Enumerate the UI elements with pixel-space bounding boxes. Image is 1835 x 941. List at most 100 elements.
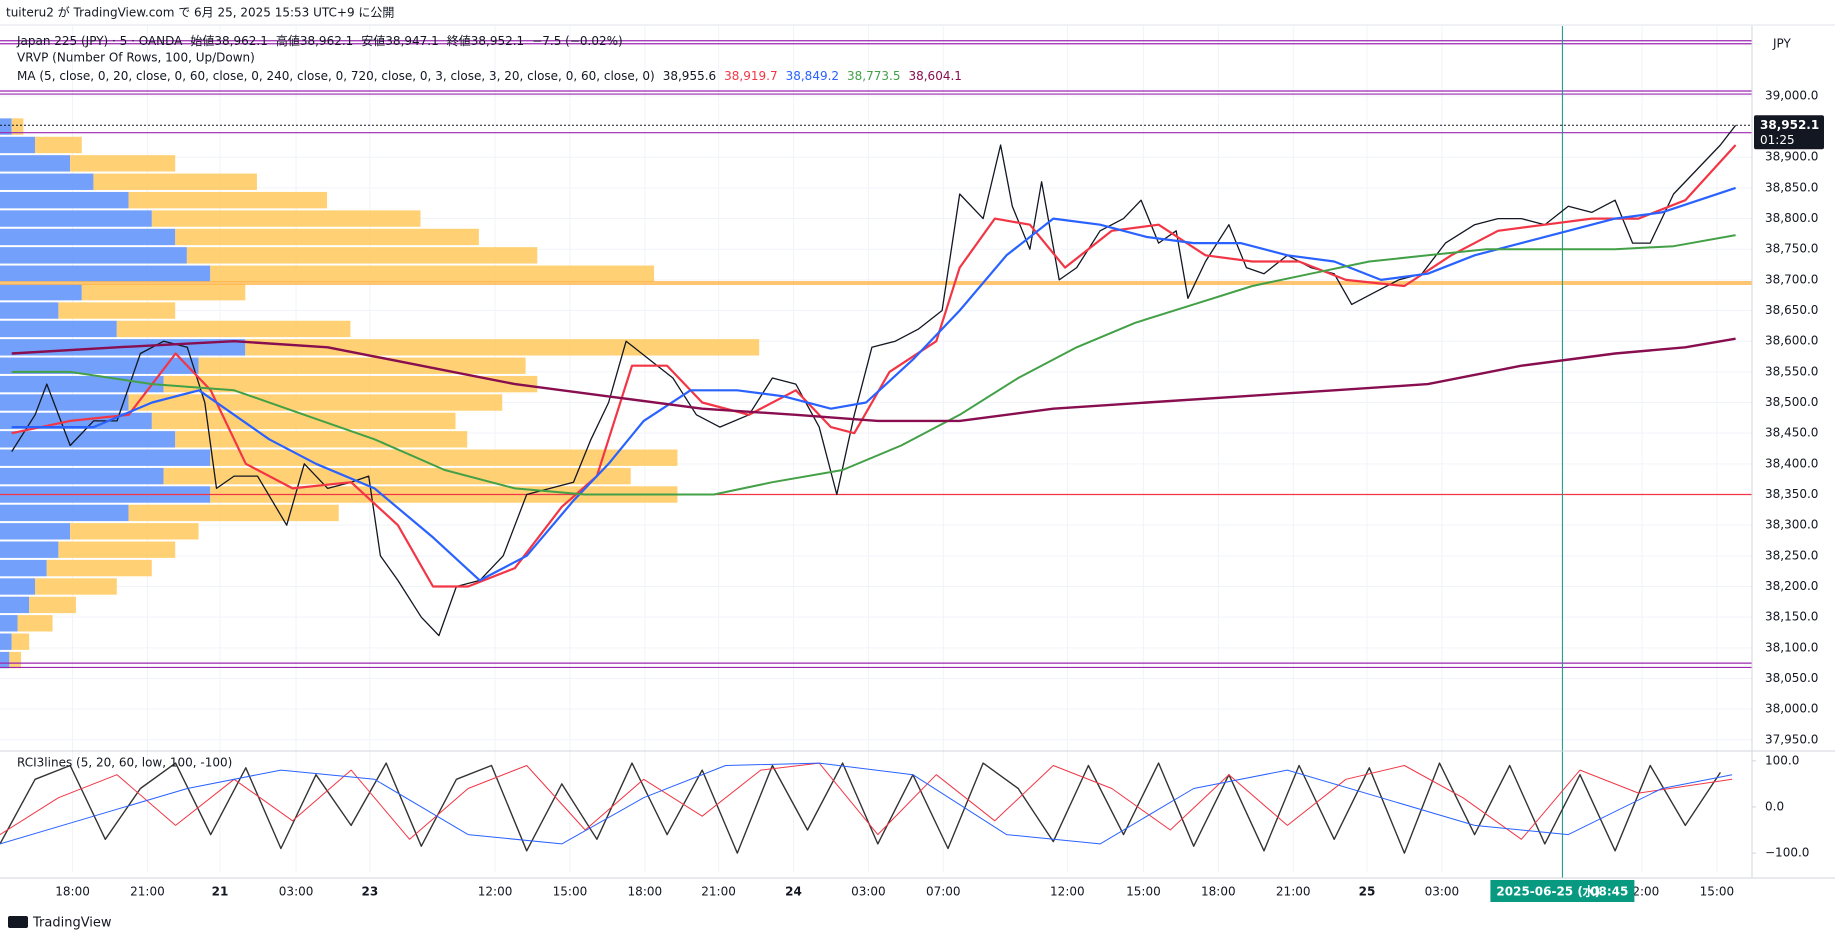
crosshair-label-box xyxy=(1490,880,1635,902)
ohlc-low: 安値38,947.1 xyxy=(361,33,438,48)
ohlc-open: 始値38,962.1 xyxy=(190,33,267,48)
profile-down-bar xyxy=(175,228,479,246)
brand-logo xyxy=(8,916,28,928)
profile-down-bar xyxy=(128,394,503,411)
profile-down-bar xyxy=(163,375,538,393)
profile-down-bar xyxy=(17,615,53,632)
profile-up-bar xyxy=(0,541,59,558)
crosshair-date: 2025-06-25 (水) xyxy=(1496,884,1600,899)
x-tick-label: 12:00 xyxy=(1050,885,1085,899)
symbol: Japan 225 (JPY) · 5 · OANDA xyxy=(16,34,183,48)
profile-up-bar xyxy=(0,375,164,393)
y-tick-label: 39,000.0 xyxy=(1765,88,1818,102)
profile-down-bar xyxy=(163,467,631,485)
profile-up-bar xyxy=(0,357,199,374)
y-tick-label: 38,300.0 xyxy=(1765,518,1818,532)
profile-down-bar xyxy=(186,247,538,264)
x-tick-label: 21:00 xyxy=(1276,885,1311,899)
profile-down-bar xyxy=(93,173,257,190)
series-line xyxy=(11,186,1736,582)
symbol-line: Japan 225 (JPY) · 5 · OANDA 始値38,962.1 高値3… xyxy=(16,33,623,48)
footer: TradingView xyxy=(8,916,112,931)
profile-down-bar xyxy=(175,431,468,448)
profile-down-bar xyxy=(70,155,176,172)
profile-up-bar xyxy=(0,615,18,632)
plot-layer xyxy=(0,26,1752,878)
y-tick-label: 38,100.0 xyxy=(1765,640,1818,654)
profile-up-bar xyxy=(0,651,10,669)
profile-up-bar xyxy=(0,191,129,209)
ma-indicator: MA (5, close, 0, 20, close, 0, 60, close… xyxy=(17,69,655,83)
x-tick-label: 25 xyxy=(1359,885,1376,899)
profile-up-bar xyxy=(0,155,71,172)
profile-down-bar xyxy=(116,320,351,338)
profile-up-bar xyxy=(0,210,152,227)
profile-down-bar xyxy=(35,578,117,595)
ohlc-change: −7.5 (−0.02%) xyxy=(532,34,623,48)
profile-up-bar xyxy=(0,523,71,540)
x-tick-label: 24 xyxy=(785,885,802,899)
x-tick-label: 18:00 xyxy=(1201,885,1236,899)
crosshair-time: 08:45 xyxy=(1590,885,1628,899)
profile-down-bar xyxy=(210,449,678,466)
volume-profile xyxy=(0,118,760,669)
ma-value: 38,773.5 xyxy=(847,69,900,83)
profile-down-bar xyxy=(210,265,655,282)
vrvp-indicator: VRVP (Number Of Rows, 100, Up/Down) xyxy=(17,51,255,65)
profile-up-bar xyxy=(0,136,36,154)
brand: TradingView xyxy=(32,916,112,931)
profile-down-bar xyxy=(245,339,760,356)
y-tick-label: 38,450.0 xyxy=(1765,426,1818,440)
y-tick-label: 38,650.0 xyxy=(1765,303,1818,317)
axes-layer: 39,000.0 38,900.0 38,850.0 38,800.0 38,750.0… xyxy=(0,24,1835,902)
x-tick-label: 03:00 xyxy=(851,885,886,899)
series-line xyxy=(11,234,1736,496)
profile-down-bar xyxy=(11,633,30,650)
y-tick-label: −100.0 xyxy=(1765,846,1809,860)
profile-up-bar xyxy=(0,228,176,246)
ma-value: 38,604.1 xyxy=(908,69,961,83)
ohlc-close: 終値38,952.1 xyxy=(447,33,524,48)
profile-down-bar xyxy=(198,357,526,374)
currency: JPY xyxy=(1772,37,1792,51)
profile-up-bar xyxy=(0,247,187,264)
profile-down-bar xyxy=(151,210,421,227)
ma-value: 38,955.6 xyxy=(663,69,716,83)
y-tick-label: 38,700.0 xyxy=(1765,272,1818,286)
x-tick-label: 21:00 xyxy=(701,885,736,899)
x-tick-label: 21 xyxy=(212,885,229,899)
y-tick-label: 38,850.0 xyxy=(1765,180,1818,194)
y-tick-label: 38,150.0 xyxy=(1765,610,1818,624)
y-tick-label: 38,400.0 xyxy=(1765,456,1818,470)
profile-up-bar xyxy=(0,431,176,448)
profile-up-bar xyxy=(0,467,164,485)
profile-down-bar xyxy=(128,191,328,209)
profile-up-bar xyxy=(0,118,12,135)
ma-value: 38,849.2 xyxy=(786,69,839,83)
profile-up-bar xyxy=(0,283,82,301)
y-tick-label: 37,950.0 xyxy=(1765,732,1818,746)
y-tick-label: 38,900.0 xyxy=(1765,150,1818,164)
profile-down-bar xyxy=(58,302,176,319)
profile-up-bar xyxy=(0,265,211,282)
y-tick-label: 0.0 xyxy=(1765,799,1784,813)
series-line xyxy=(11,337,1736,423)
profile-up-bar xyxy=(0,504,129,522)
y-tick-label: 38,550.0 xyxy=(1765,364,1818,378)
series-line xyxy=(11,124,1737,637)
profile-up-bar xyxy=(0,559,47,577)
profile-down-bar xyxy=(11,118,24,135)
profile-up-bar xyxy=(0,320,117,338)
x-tick-label: 12:00 xyxy=(478,885,513,899)
y-tick-label: 100.0 xyxy=(1765,753,1799,767)
x-tick-label: 21:00 xyxy=(130,885,165,899)
profile-up-bar xyxy=(0,173,94,190)
profile-down-bar xyxy=(46,559,152,577)
profile-down-bar xyxy=(35,136,82,154)
x-tick-label: 18:00 xyxy=(628,885,663,899)
profile-down-bar xyxy=(9,651,22,669)
profile-up-bar xyxy=(0,578,36,595)
profile-down-bar xyxy=(128,504,339,522)
ohlc-high: 高値38,962.1 xyxy=(276,33,353,48)
